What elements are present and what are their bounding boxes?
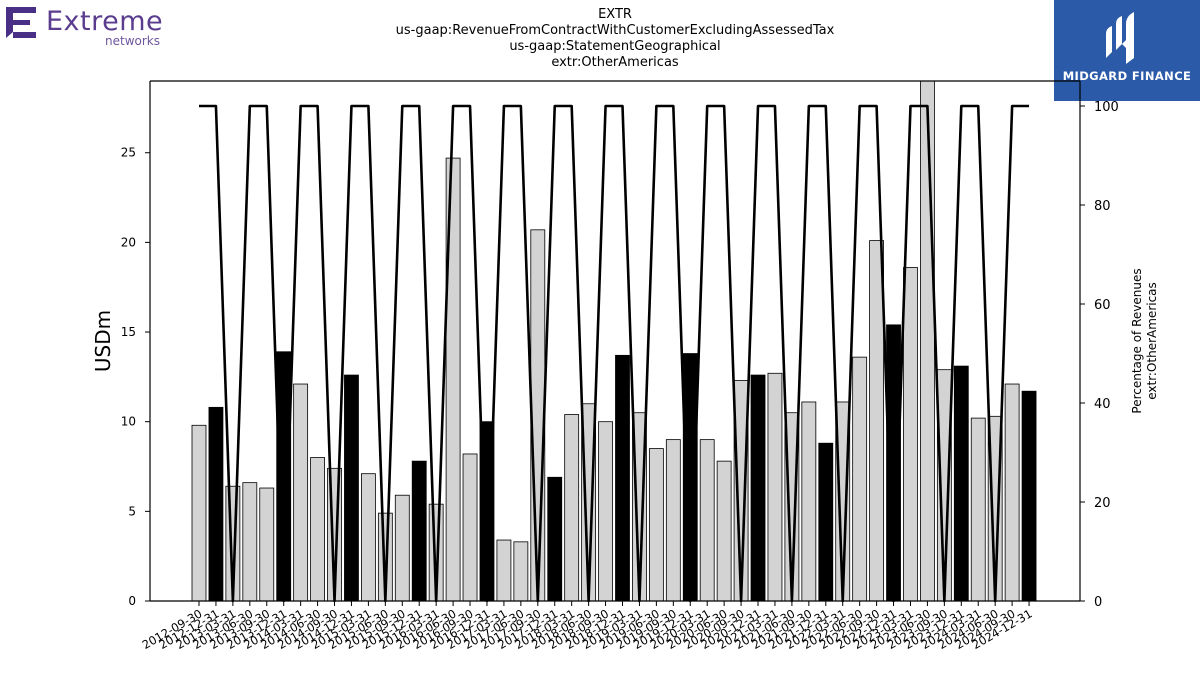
bar-2014-12-31 xyxy=(344,374,359,602)
bar-2023-06-30 xyxy=(920,80,935,602)
bar-2019-06-30 xyxy=(648,448,664,602)
bar-2024-03-31 xyxy=(970,417,986,602)
midgard-finance-brand: MIDGARD FINANCE xyxy=(1054,0,1200,101)
chart-title-member: extr:OtherAmericas xyxy=(551,55,679,70)
y-tick-label: 15 xyxy=(121,325,136,339)
extreme-networks-logo: Extreme networks xyxy=(4,4,174,48)
chart-title-statement: us-gaap:StatementGeographical xyxy=(509,39,721,54)
logo-wordmark: Extreme xyxy=(46,6,164,37)
bar-2014-03-31 xyxy=(293,383,309,602)
y2-tick-label: 100 xyxy=(1094,100,1119,115)
bar-2017-12-31 xyxy=(547,476,563,602)
bar-2022-09-30 xyxy=(869,240,884,602)
x-axis-ticks: 2012-09-302012-12-312013-03-312013-06-30… xyxy=(140,601,1035,652)
y-tick-label: 0 xyxy=(128,594,136,608)
bar-2013-06-30 xyxy=(242,482,258,602)
logo-subtext: networks xyxy=(105,34,160,48)
bar-2015-03-31 xyxy=(360,473,376,602)
bar-2020-03-31 xyxy=(699,439,715,602)
percentage-line-series xyxy=(199,104,1030,603)
bar-2023-12-31 xyxy=(953,365,969,602)
y-tick-label: 20 xyxy=(121,235,136,249)
bar-2017-09-30 xyxy=(530,229,546,602)
bar-2018-03-31 xyxy=(564,414,580,602)
y2-tick-label: 80 xyxy=(1094,199,1111,214)
bar-2015-09-30 xyxy=(394,494,410,602)
y-tick-label: 25 xyxy=(121,146,136,160)
bar-2014-06-30 xyxy=(310,457,325,602)
y-tick-label: 5 xyxy=(128,504,136,518)
chart-title-ticker: EXTR xyxy=(598,7,632,22)
brand-name: MIDGARD FINANCE xyxy=(1062,69,1192,83)
chart-title-concept: us-gaap:RevenueFromContractWithCustomerE… xyxy=(395,23,835,38)
bar-2016-09-30 xyxy=(462,453,478,602)
extreme-logo-icon xyxy=(6,7,36,38)
y2-tick-label: 0 xyxy=(1094,595,1102,610)
bar-2012-12-31 xyxy=(208,406,224,602)
bar-2012-09-30 xyxy=(191,424,207,602)
midgard-logo-icon xyxy=(1106,12,1134,64)
bar-2018-09-30 xyxy=(598,421,613,602)
y-axis-label: USDm xyxy=(91,310,115,372)
y2-tick-label: 40 xyxy=(1094,397,1111,412)
y2-tick-label: 60 xyxy=(1094,298,1111,313)
bar-2022-06-30 xyxy=(852,356,868,602)
bar-2015-12-31 xyxy=(411,460,427,602)
bar-2024-09-30 xyxy=(1004,383,1020,602)
percentage-line xyxy=(199,104,1030,603)
y2-tick-label: 20 xyxy=(1094,496,1111,511)
y-tick-label: 10 xyxy=(121,415,136,429)
bar-2018-12-31 xyxy=(615,354,630,602)
y2-axis-ticks: 0 20 40 60 80 100 xyxy=(1080,100,1119,610)
bar-2013-09-30 xyxy=(259,487,275,602)
bar-2019-09-30 xyxy=(665,439,681,602)
bar-2020-06-30 xyxy=(716,460,732,602)
chart-title-block: EXTR us-gaap:RevenueFromContractWithCust… xyxy=(315,7,915,71)
bar-2021-09-30 xyxy=(801,401,817,602)
bar-2020-12-31 xyxy=(750,374,766,602)
bar-2024-12-31 xyxy=(1021,390,1037,602)
bar-2021-12-31 xyxy=(818,442,834,602)
bar-2021-03-31 xyxy=(767,372,783,602)
bar-2023-03-31 xyxy=(903,267,918,602)
y2-axis-label-line1: Percentage of Revenues xyxy=(1130,268,1144,413)
y-axis-ticks: 0 5 10 15 20 25 xyxy=(121,146,150,608)
y2-axis-label-line2: extr:OtherAmericas xyxy=(1145,282,1159,400)
chart-axes xyxy=(149,80,1081,602)
bar-2017-06-30 xyxy=(513,541,529,602)
bar-2017-03-31 xyxy=(496,539,512,602)
